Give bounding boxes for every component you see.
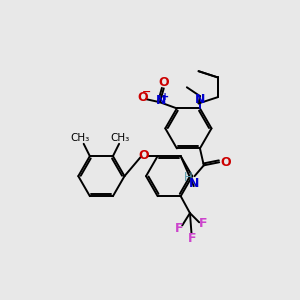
Text: F: F	[199, 217, 207, 230]
Text: H: H	[184, 171, 193, 184]
Text: O: O	[138, 149, 149, 162]
Text: O: O	[220, 156, 231, 169]
Text: F: F	[175, 222, 183, 235]
Text: N: N	[195, 93, 205, 106]
Text: N: N	[189, 177, 199, 190]
Text: F: F	[188, 232, 196, 245]
Text: N: N	[155, 94, 166, 107]
Text: O: O	[158, 76, 169, 89]
Text: −: −	[142, 87, 152, 97]
Text: O: O	[137, 91, 148, 104]
Text: +: +	[161, 92, 170, 102]
Text: CH₃: CH₃	[70, 133, 89, 143]
Text: CH₃: CH₃	[110, 133, 130, 143]
